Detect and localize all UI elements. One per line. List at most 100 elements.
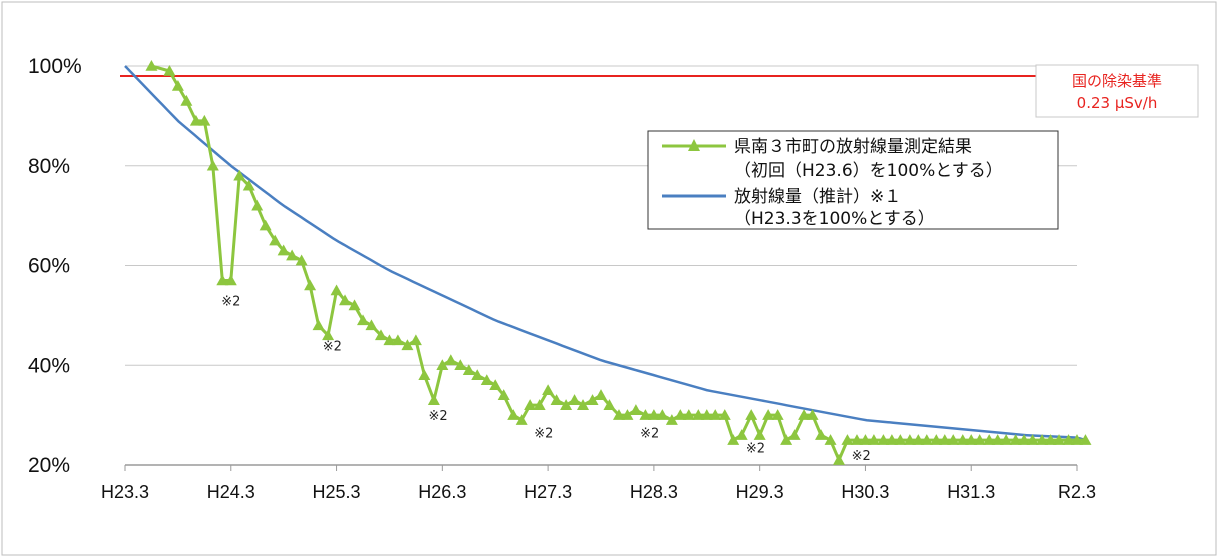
data-point-marker bbox=[1036, 434, 1049, 445]
legend-label-measured: 県南３市町の放射線量測定結果 bbox=[734, 137, 972, 157]
data-point-marker bbox=[859, 434, 872, 445]
data-point-marker bbox=[524, 399, 537, 410]
data-point-marker bbox=[867, 434, 880, 445]
data-point-marker bbox=[762, 409, 775, 420]
data-point-marker bbox=[577, 399, 590, 410]
data-point-marker bbox=[489, 379, 502, 390]
data-point-marker bbox=[374, 329, 387, 341]
data-point-marker bbox=[692, 409, 705, 420]
annotation-label: ※2 bbox=[640, 427, 659, 442]
data-point-marker bbox=[656, 409, 669, 420]
reference-label-box bbox=[1035, 64, 1199, 118]
data-point-marker bbox=[454, 359, 467, 371]
annotations: ※2 ※2 ※2 ※2 ※2 ※2 ※2 bbox=[221, 294, 871, 464]
data-point-marker bbox=[885, 434, 898, 445]
data-point-marker bbox=[189, 114, 202, 126]
data-point-marker bbox=[462, 364, 475, 376]
data-point-marker bbox=[991, 434, 1004, 445]
data-point-marker bbox=[947, 434, 960, 445]
data-point-marker bbox=[401, 339, 414, 351]
data-point-marker bbox=[665, 414, 678, 425]
data-point-marker bbox=[612, 409, 625, 420]
data-point-marker bbox=[682, 409, 695, 420]
reference-line-group: 国の除染基準 0.23 μSv/h bbox=[120, 64, 1199, 118]
data-point-marker bbox=[718, 409, 731, 420]
data-point-marker bbox=[603, 399, 616, 410]
legend: 県南３市町の放射線量測定結果 （初回（H23.6）を100%とする） 放射線量（推計… bbox=[647, 130, 1059, 230]
x-tick-label: H26.3 bbox=[418, 482, 466, 502]
data-point-marker bbox=[877, 434, 890, 445]
data-point-marker bbox=[427, 394, 440, 405]
data-point-marker bbox=[771, 409, 784, 420]
data-point-marker bbox=[833, 454, 845, 465]
data-point-marker bbox=[920, 434, 933, 445]
data-point-marker bbox=[409, 334, 422, 346]
data-point-marker bbox=[560, 399, 573, 410]
annotation-label: ※2 bbox=[221, 294, 240, 309]
data-point-marker bbox=[735, 429, 748, 440]
data-point-marker bbox=[322, 329, 335, 341]
data-point-marker bbox=[259, 219, 272, 231]
data-point-marker bbox=[903, 434, 916, 445]
data-point-marker bbox=[639, 409, 652, 420]
data-point-marker bbox=[824, 434, 837, 445]
data-point-marker bbox=[973, 434, 986, 445]
data-point-marker bbox=[286, 249, 299, 261]
data-point-marker bbox=[242, 179, 255, 191]
data-point-marker bbox=[700, 409, 713, 420]
series-group bbox=[124, 60, 1092, 465]
data-point-marker bbox=[515, 414, 528, 425]
data-point-marker bbox=[180, 94, 193, 106]
data-point-marker bbox=[312, 319, 325, 331]
data-point-marker bbox=[277, 244, 290, 256]
data-point-marker bbox=[418, 369, 431, 381]
measured-line bbox=[150, 64, 1086, 462]
data-point-marker bbox=[586, 394, 599, 405]
data-point-marker bbox=[224, 274, 237, 286]
data-point-marker bbox=[647, 409, 660, 420]
data-point-marker bbox=[1053, 434, 1066, 445]
data-point-marker bbox=[568, 394, 581, 405]
data-point-marker bbox=[709, 409, 722, 420]
data-point-marker bbox=[357, 314, 369, 326]
y-tick-label: 100% bbox=[28, 55, 82, 78]
data-point-marker bbox=[471, 369, 484, 381]
y-tick-label: 20% bbox=[28, 454, 70, 477]
data-point-marker bbox=[894, 434, 907, 445]
data-point-marker bbox=[198, 114, 211, 126]
data-point-marker bbox=[780, 434, 793, 445]
data-point-marker bbox=[163, 64, 176, 76]
annotation-label: ※2 bbox=[323, 339, 342, 354]
data-point-marker bbox=[938, 434, 951, 445]
x-tick-label: H30.3 bbox=[841, 482, 889, 502]
data-point-marker bbox=[269, 234, 282, 246]
data-point-marker bbox=[348, 299, 361, 311]
data-point-marker bbox=[1009, 434, 1022, 445]
y-tick-label: 60% bbox=[28, 255, 70, 278]
data-point-marker bbox=[295, 254, 308, 266]
data-point-marker bbox=[912, 434, 925, 445]
x-tick-label: H25.3 bbox=[313, 482, 361, 502]
data-point-marker bbox=[788, 429, 801, 440]
annotation-label: ※2 bbox=[852, 449, 871, 464]
x-tick-label: H23.3 bbox=[101, 482, 149, 502]
data-point-marker bbox=[798, 409, 811, 420]
data-point-marker bbox=[965, 434, 978, 445]
data-point-marker bbox=[206, 159, 219, 171]
legend-label-measured-note: （初回（H23.6）を100%とする） bbox=[734, 161, 1003, 181]
data-point-marker bbox=[365, 319, 378, 331]
data-point-marker bbox=[339, 294, 352, 306]
legend-label-estimated: 放射線量（推計）※１ bbox=[734, 187, 901, 207]
data-point-marker bbox=[753, 429, 766, 440]
y-axis-ticks: 100% 80% 60% 40% 20% bbox=[28, 55, 82, 477]
data-point-marker bbox=[806, 409, 819, 420]
data-point-marker bbox=[621, 409, 634, 420]
x-tick-label: H27.3 bbox=[524, 482, 572, 502]
data-point-marker bbox=[304, 279, 317, 291]
data-point-marker bbox=[727, 434, 740, 445]
x-tick-label: R2.3 bbox=[1058, 482, 1096, 502]
reference-label-line2: 0.23 μSv/h bbox=[1077, 94, 1158, 112]
x-axis-ticks: H23.3 H24.3 H25.3 H26.3 H27.3 H28.3 H29.3 H30.3… bbox=[101, 482, 1096, 502]
